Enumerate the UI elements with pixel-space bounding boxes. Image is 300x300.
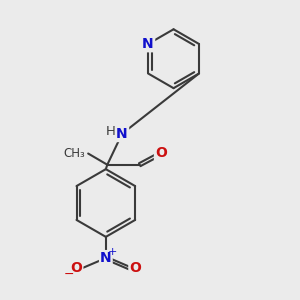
Text: O: O — [129, 261, 141, 275]
Text: −: − — [64, 268, 75, 281]
Text: CH₃: CH₃ — [63, 147, 85, 160]
Text: N: N — [116, 127, 128, 141]
Text: O: O — [155, 146, 167, 160]
Text: H: H — [106, 125, 116, 138]
Text: O: O — [70, 261, 82, 275]
Text: +: + — [108, 247, 117, 256]
Text: N: N — [100, 251, 112, 265]
Text: N: N — [142, 37, 154, 51]
